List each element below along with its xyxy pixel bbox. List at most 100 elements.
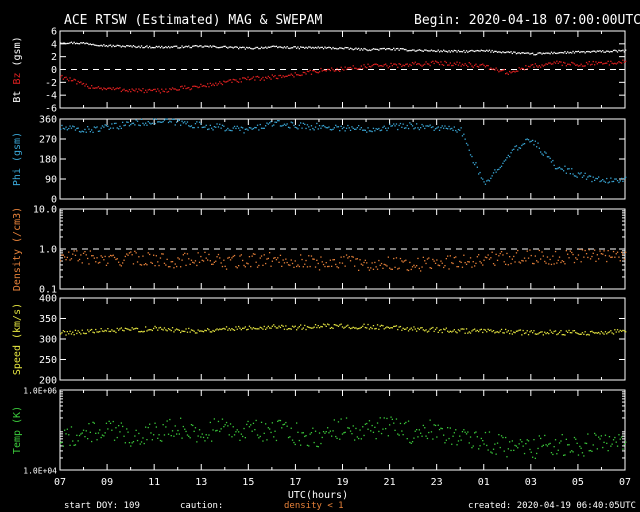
data-point (517, 70, 519, 72)
data-point (598, 331, 600, 334)
data-point (248, 426, 251, 428)
data-point (316, 47, 318, 49)
data-point (482, 331, 484, 334)
data-point (441, 331, 443, 334)
data-point (97, 432, 100, 434)
data-point (337, 69, 340, 72)
data-point (254, 327, 256, 330)
data-point (336, 437, 338, 439)
data-point (536, 53, 538, 56)
data-point (208, 86, 210, 88)
data-point (474, 50, 476, 53)
data-point (622, 180, 624, 182)
data-point (364, 66, 366, 68)
data-point (283, 76, 286, 78)
data-point (434, 128, 437, 130)
data-point (584, 172, 586, 174)
data-point (382, 267, 384, 269)
data-point (530, 52, 532, 55)
data-point (109, 44, 112, 46)
data-point (158, 121, 160, 123)
data-point (484, 50, 487, 52)
data-point (625, 49, 627, 51)
data-point (452, 129, 454, 131)
data-point (402, 123, 404, 125)
data-point (99, 261, 101, 264)
data-point (236, 328, 238, 330)
data-point (138, 256, 140, 258)
data-point (115, 122, 117, 124)
data-point (359, 49, 361, 51)
data-point (383, 417, 385, 419)
data-point (621, 50, 623, 52)
data-point (563, 334, 565, 336)
data-point (282, 325, 284, 327)
data-point (306, 326, 309, 328)
y-tick-label: 250 (39, 355, 57, 366)
data-point (343, 126, 345, 129)
data-point (610, 177, 612, 179)
data-point (146, 264, 148, 266)
data-point (366, 422, 368, 425)
data-point (575, 257, 577, 259)
data-point (289, 47, 291, 50)
data-point (379, 264, 381, 266)
data-point (259, 79, 261, 81)
data-point (208, 434, 210, 436)
data-point (610, 330, 612, 332)
data-point (536, 146, 538, 148)
data-point (216, 328, 218, 330)
data-point (298, 48, 300, 50)
data-point (432, 438, 434, 440)
data-point (269, 428, 271, 430)
data-point (498, 168, 500, 170)
data-point (456, 61, 458, 63)
data-point (76, 127, 78, 130)
data-point (132, 328, 135, 330)
data-point (88, 423, 90, 425)
data-point (147, 47, 149, 49)
data-point (154, 265, 156, 267)
data-point (119, 328, 121, 330)
data-point (317, 72, 319, 74)
data-point (491, 251, 493, 253)
data-point (398, 326, 400, 328)
data-point (116, 258, 118, 260)
data-point (153, 254, 155, 256)
data-point (340, 256, 342, 258)
data-point (216, 84, 218, 86)
data-point (495, 171, 497, 173)
data-point (560, 51, 562, 54)
data-point (583, 333, 585, 335)
data-point (433, 424, 435, 426)
data-point (583, 175, 585, 177)
data-point (421, 50, 423, 52)
data-point (167, 90, 170, 93)
data-point (475, 162, 477, 164)
data-point (510, 330, 512, 332)
data-point (194, 332, 197, 334)
data-point (294, 443, 296, 446)
data-point (393, 422, 395, 424)
data-point (93, 422, 95, 424)
data-point (515, 445, 518, 447)
data-point (527, 257, 530, 259)
data-point (616, 251, 619, 253)
data-point (62, 78, 64, 80)
data-point (595, 61, 597, 63)
data-point (460, 439, 462, 441)
data-point (511, 149, 513, 151)
data-point (85, 430, 87, 432)
data-point (390, 416, 392, 418)
data-point (139, 263, 141, 266)
data-point (97, 45, 100, 47)
data-point (235, 326, 237, 328)
data-point (537, 52, 539, 54)
data-point (457, 128, 460, 131)
data-point (69, 77, 71, 79)
data-point (573, 175, 576, 177)
data-point (317, 446, 319, 448)
data-point (61, 42, 63, 45)
data-point (82, 82, 85, 85)
data-point (580, 261, 582, 263)
